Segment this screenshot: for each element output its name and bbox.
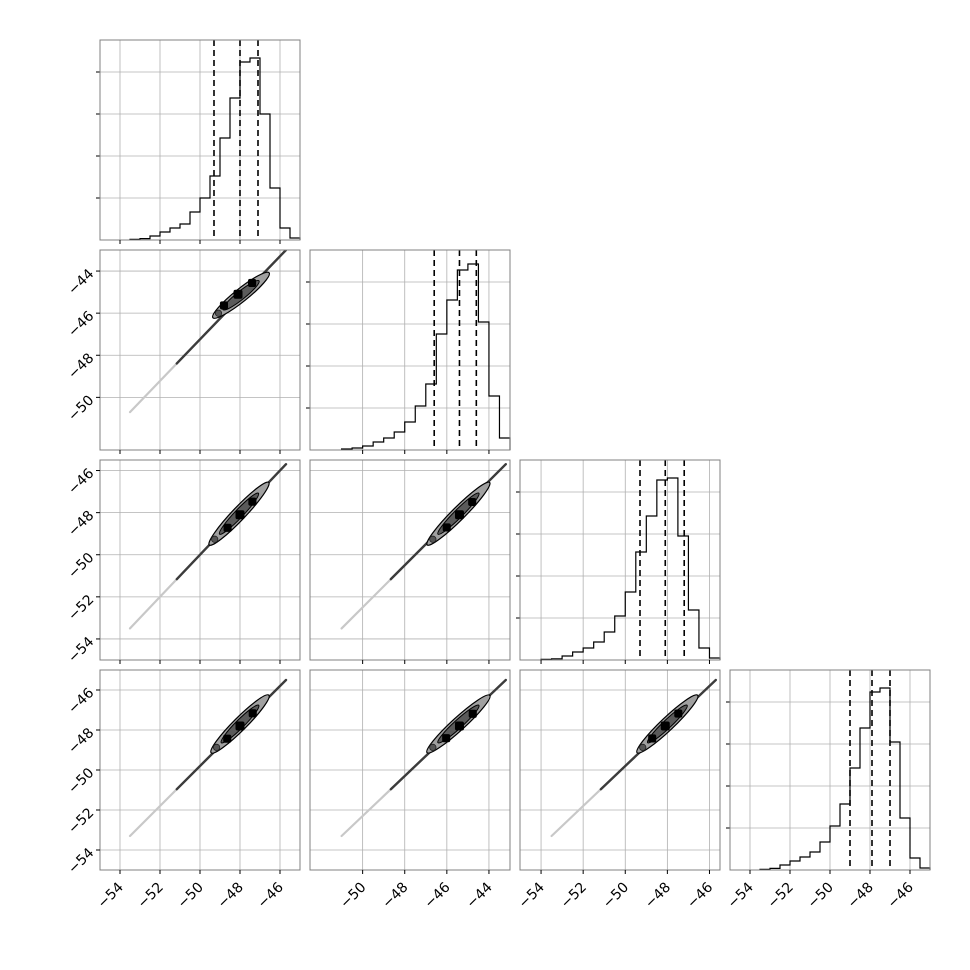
mode-marker: [223, 734, 232, 743]
mode-marker: [468, 497, 477, 507]
x-tick-label: −46: [421, 879, 453, 911]
x-tick-label: −54: [516, 879, 548, 911]
scatter-panel-2-0: [99, 459, 301, 661]
y-tick-label: −48: [65, 350, 97, 382]
y-tick-label: −52: [65, 592, 97, 624]
x-tick-label: −54: [95, 879, 127, 911]
histogram-panel-0: [96, 39, 301, 241]
x-tick-label: −52: [135, 880, 167, 912]
panel-frame: [309, 459, 511, 661]
histogram-steps: [540, 477, 721, 660]
y-tick-label: −54: [65, 845, 97, 877]
mode-marker: [442, 523, 451, 532]
y-tick-label: −50: [65, 392, 97, 424]
y-tick-label: −48: [65, 725, 97, 757]
mode-marker: [468, 709, 477, 718]
contour-dot: [211, 535, 219, 543]
mode-marker: [248, 497, 257, 506]
mode-marker: [674, 709, 683, 718]
x-tick-label: −48: [845, 880, 877, 912]
y-tick-label: −46: [65, 685, 97, 717]
x-tick-label: −44: [464, 879, 496, 911]
contour-dot: [429, 743, 437, 752]
panel-frame: [519, 459, 721, 661]
scatter-panel-3-0: [99, 669, 301, 871]
y-tick-label: −46: [65, 308, 97, 340]
histogram-steps: [759, 687, 931, 870]
x-tick-label: −46: [255, 879, 287, 911]
mode-marker: [223, 523, 232, 532]
mode-marker: [248, 709, 257, 718]
x-tick-label: −50: [600, 880, 632, 912]
y-tick-label: −50: [65, 765, 97, 797]
density-layer: [340, 463, 507, 630]
panel-frame: [519, 669, 721, 871]
panel-background: [310, 250, 510, 450]
density-layer: [340, 678, 507, 838]
mode-marker: [454, 721, 464, 731]
x-tick-label: −46: [684, 879, 716, 911]
histogram-panel-1: [306, 249, 511, 451]
y-tick-label: −44: [65, 266, 97, 298]
scatter-panel-3-2: [519, 669, 721, 871]
mode-marker: [233, 289, 243, 299]
x-tick-label: −48: [379, 880, 411, 912]
y-tick-label: −48: [65, 508, 97, 540]
contour-dot: [639, 743, 647, 752]
histogram-panel-3: [726, 669, 931, 871]
y-tick-label: −54: [65, 634, 97, 666]
density-layer: [128, 678, 288, 838]
mode-marker: [219, 301, 228, 310]
x-tick-label: −50: [337, 880, 369, 912]
mode-marker: [442, 734, 451, 743]
density-layer: [128, 463, 288, 630]
density-layer: [550, 678, 717, 838]
mode-marker: [248, 278, 257, 288]
histogram-panel-2: [516, 459, 721, 661]
scatter-panel-2-1: [309, 459, 511, 661]
y-tick-label: −46: [65, 466, 97, 498]
y-tick-label: −50: [65, 550, 97, 582]
x-tick-label: −48: [215, 880, 247, 912]
panel-background: [520, 460, 720, 660]
mode-marker: [235, 721, 245, 731]
contour-dot: [213, 743, 221, 752]
x-tick-label: −50: [805, 880, 837, 912]
mode-marker: [235, 510, 245, 520]
x-tick-label: −54: [725, 879, 757, 911]
mode-marker: [660, 721, 670, 731]
y-tick-label: −52: [65, 805, 97, 837]
panel-frame: [309, 669, 511, 871]
panel-frame: [309, 249, 511, 451]
mode-marker: [648, 734, 657, 743]
histogram-steps: [340, 263, 511, 450]
x-tick-label: −52: [558, 880, 590, 912]
contour-dot: [214, 309, 223, 317]
histogram-steps: [129, 57, 301, 240]
scatter-panel-1-0: [99, 249, 301, 451]
mode-marker: [454, 510, 464, 520]
x-tick-label: −46: [885, 879, 917, 911]
x-tick-label: −50: [175, 880, 207, 912]
x-tick-label: −48: [642, 880, 674, 912]
contour-dot: [429, 535, 437, 543]
density-layer: [128, 250, 288, 414]
scatter-panel-3-1: [309, 669, 511, 871]
x-tick-label: −52: [765, 880, 797, 912]
